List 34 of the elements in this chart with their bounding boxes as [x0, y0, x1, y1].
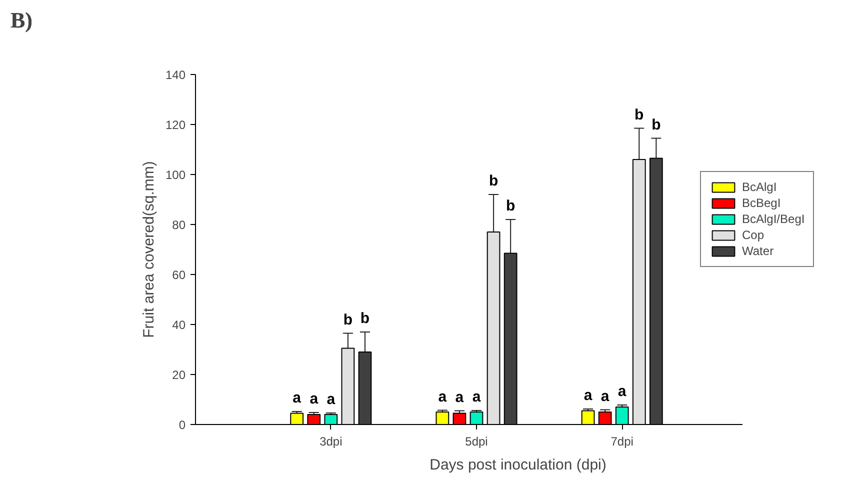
legend-label: BcBegI — [742, 196, 781, 210]
x-tick-label: 7dpi — [610, 434, 634, 448]
annotation: b — [506, 198, 516, 214]
annotation: a — [292, 390, 302, 406]
annotation: a — [600, 388, 610, 405]
annotation: b — [343, 311, 353, 328]
x-tick-label: 5dpi — [465, 434, 488, 448]
legend-label: BcAlgI — [742, 180, 777, 194]
y-tick-label: 100 — [165, 168, 186, 182]
annotation: a — [472, 388, 482, 406]
y-axis-title: Fruit area covered(sq.mm) — [140, 161, 158, 338]
annotation: b — [360, 310, 370, 327]
y-tick-label: 80 — [172, 218, 186, 232]
legend-label: Water — [742, 244, 774, 258]
x-tick-label: 3dpi — [320, 434, 342, 448]
legend-label: BcAlgI/BegI — [742, 212, 805, 226]
y-tick-label: 20 — [172, 368, 186, 382]
annotation: b — [488, 172, 498, 190]
legend-label: Cop — [742, 228, 764, 242]
annotation: a — [455, 388, 464, 406]
y-tick-label: 0 — [178, 418, 186, 432]
annotation: a — [584, 387, 593, 404]
y-tick-label: 120 — [165, 118, 186, 132]
x-axis-title: Days post inoculation (dpi) — [430, 456, 606, 474]
annotation: b — [634, 106, 644, 124]
annotation: a — [438, 388, 448, 406]
annotation: b — [652, 116, 661, 134]
y-tick-label: 140 — [165, 68, 186, 82]
annotation: a — [326, 391, 336, 408]
y-tick-label: 40 — [172, 318, 186, 332]
chart-title: B) — [10, 8, 32, 32]
annotation: a — [618, 383, 627, 400]
annotation: a — [310, 390, 319, 408]
y-tick-label: 60 — [172, 268, 186, 282]
